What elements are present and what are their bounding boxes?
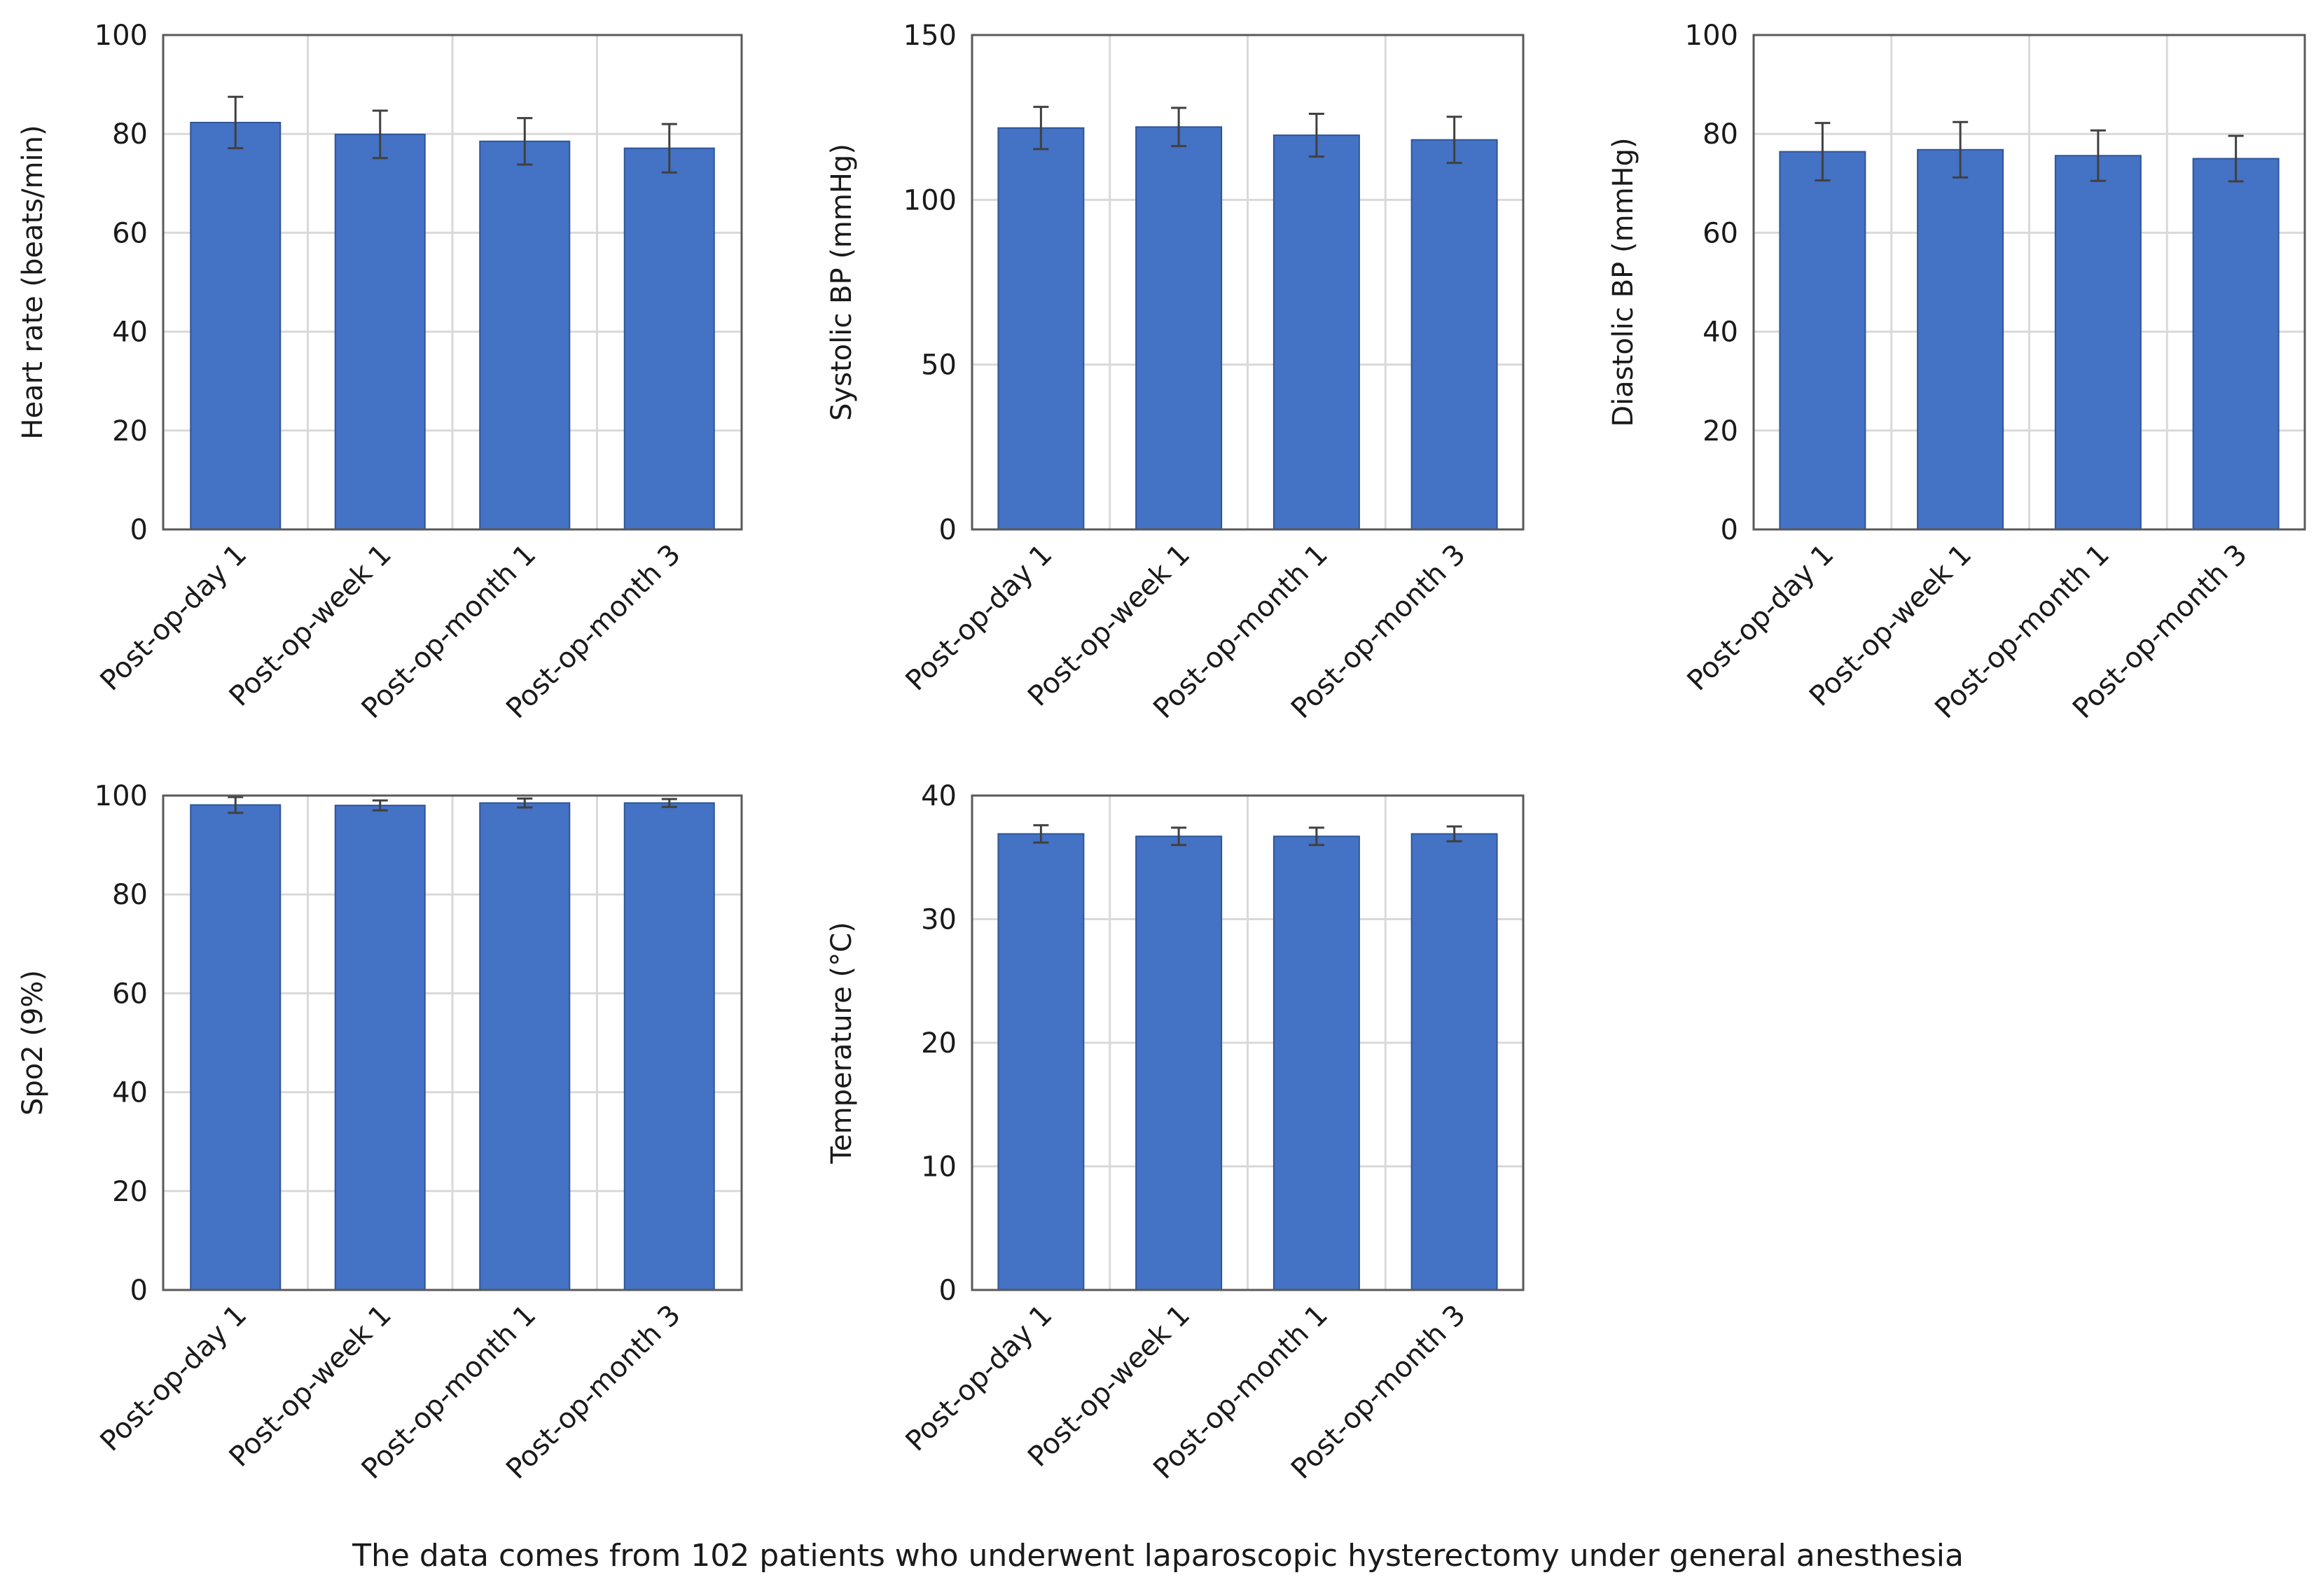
y-tick-label: 100	[95, 20, 148, 52]
y-tick-label: 0	[939, 514, 957, 546]
y-tick-label: 0	[939, 1275, 957, 1307]
error-bar	[1033, 106, 1049, 151]
bar	[997, 127, 1085, 530]
error-bar	[1953, 120, 1969, 179]
error-bar	[517, 117, 533, 166]
y-tick-label: 80	[112, 879, 148, 911]
bar	[479, 140, 571, 531]
error-bar	[372, 109, 388, 160]
y-tick-label: 0	[1721, 514, 1738, 546]
y-tick-label: 80	[1703, 118, 1738, 151]
plot-frame	[162, 34, 743, 531]
y-tick-label: 20	[921, 1027, 957, 1060]
error-bar	[1308, 112, 1324, 158]
bar	[2192, 158, 2280, 530]
bar	[2054, 155, 2142, 531]
x-tick-label: Post-op-day 1	[900, 539, 1059, 698]
y-axis-label: Temperature (°C)	[826, 922, 858, 1164]
plot-frame	[971, 794, 1525, 1291]
y-tick-label: 0	[130, 514, 148, 546]
error-bar	[1171, 826, 1187, 847]
y-tick-label: 20	[1703, 415, 1738, 447]
error-bar	[1171, 106, 1187, 148]
y-tick-label: 60	[112, 217, 148, 249]
error-bar	[1446, 825, 1462, 842]
y-tick-label: 150	[903, 20, 957, 52]
y-tick-label: 100	[1685, 20, 1738, 52]
plot-frame	[162, 794, 743, 1291]
y-tick-label: 0	[130, 1275, 148, 1307]
x-tick-label: Post-op-day 1	[94, 1299, 253, 1458]
y-axis-label: Heart rate (beats/min)	[17, 125, 49, 439]
bar	[190, 804, 282, 1291]
error-bar	[228, 95, 244, 150]
bar	[623, 802, 715, 1291]
bar	[190, 121, 282, 531]
error-bar	[517, 797, 533, 809]
bar	[1135, 126, 1223, 531]
y-tick-label: 10	[921, 1151, 957, 1184]
x-tick-label: Post-op-day 1	[1681, 539, 1840, 698]
y-tick-label: 60	[112, 978, 148, 1010]
y-axis-label: Diastolic BP (mmHg)	[1607, 137, 1639, 426]
y-tick-label: 100	[95, 780, 148, 812]
bar	[623, 147, 715, 530]
error-bar	[2090, 129, 2106, 182]
x-tick-label: Post-op-day 1	[94, 539, 253, 698]
plot-frame	[971, 34, 1525, 531]
bar	[1410, 833, 1498, 1291]
y-tick-label: 60	[1703, 217, 1738, 249]
bar	[1273, 134, 1360, 531]
error-bar	[1033, 824, 1049, 844]
y-axis-label: Spo2 (9%)	[17, 970, 49, 1116]
y-tick-label: 30	[921, 904, 957, 936]
error-bar	[661, 123, 677, 174]
y-tick-label: 40	[112, 317, 148, 349]
bar	[1273, 835, 1360, 1291]
error-bar	[661, 798, 677, 808]
error-bar	[2228, 134, 2244, 183]
y-tick-label: 20	[112, 1176, 148, 1208]
bar	[334, 133, 426, 530]
bar	[479, 802, 571, 1291]
x-tick-label: Post-op-day 1	[900, 1299, 1059, 1458]
y-axis-label: Systolic BP (mmHg)	[826, 144, 858, 421]
error-bar	[228, 796, 244, 814]
plot-frame	[1752, 34, 2306, 531]
bar	[1917, 148, 2004, 531]
bar	[334, 805, 426, 1291]
y-tick-label: 40	[112, 1077, 148, 1109]
error-bar	[372, 799, 388, 812]
y-tick-label: 40	[1703, 317, 1738, 349]
y-tick-label: 40	[921, 780, 957, 812]
bar	[1779, 151, 1866, 530]
y-tick-label: 50	[921, 349, 957, 382]
figure-caption: The data comes from 102 patients who und…	[352, 1538, 1964, 1574]
y-tick-label: 20	[112, 415, 148, 447]
bar	[997, 833, 1085, 1291]
y-tick-label: 100	[903, 184, 957, 216]
error-bar	[1308, 826, 1324, 847]
y-tick-label: 80	[112, 118, 148, 151]
error-bar	[1815, 122, 1831, 182]
error-bar	[1446, 116, 1462, 165]
bar	[1135, 835, 1223, 1291]
bar	[1410, 139, 1498, 530]
